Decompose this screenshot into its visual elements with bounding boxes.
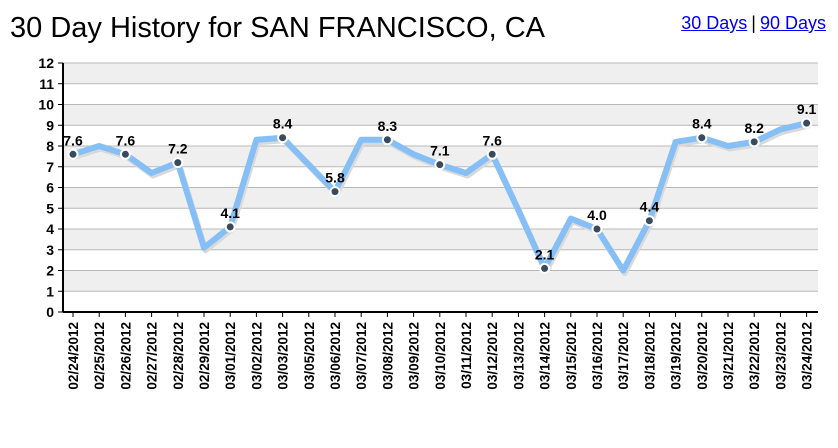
marker-group (67, 117, 813, 274)
grid-band (63, 104, 818, 126)
data-label: 7.6 (116, 132, 136, 148)
data-label: 9.1 (797, 101, 817, 117)
y-tick-label: 9 (46, 117, 54, 133)
x-tick-label: 02/27/2012 (145, 322, 160, 390)
data-label: 8.3 (378, 118, 398, 134)
grid-band (63, 229, 818, 250)
x-tick-label: 03/19/2012 (669, 322, 684, 390)
x-tick-label: 03/06/2012 (328, 322, 343, 390)
data-label: 2.1 (535, 246, 555, 262)
x-tick-label: 03/07/2012 (354, 322, 369, 390)
data-label: 7.1 (430, 143, 450, 159)
x-tick-label: 03/21/2012 (721, 322, 736, 390)
y-tick-label: 8 (46, 138, 54, 154)
data-point-marker (591, 223, 603, 235)
x-tick-label: 03/17/2012 (616, 322, 631, 390)
link-30-days[interactable]: 30 Days (681, 13, 748, 33)
link-separator: | (751, 13, 756, 33)
data-label: 7.2 (168, 141, 188, 157)
x-tick-label: 03/11/2012 (459, 322, 474, 389)
data-point-marker (696, 132, 708, 144)
x-axis-ticks: 02/24/2012 02/25/2012 02/26/2012 02/27/2012… (66, 312, 815, 390)
x-tick-label: 03/09/2012 (407, 322, 422, 390)
data-point-marker (119, 148, 131, 160)
range-links: 30 Days | 90 Days (681, 13, 826, 34)
data-point-marker (643, 215, 655, 227)
data-point-marker (748, 136, 760, 148)
grid-band (63, 187, 818, 209)
data-point-marker (172, 157, 184, 169)
data-point-marker (329, 186, 341, 198)
data-label: 8.4 (692, 116, 712, 132)
y-tick-label: 11 (39, 76, 54, 92)
data-label: 8.4 (273, 116, 293, 132)
chart-gridlines (63, 62, 818, 313)
x-tick-label: 02/25/2012 (92, 322, 107, 390)
y-tick-label: 3 (46, 242, 54, 258)
y-tick-label: 12 (38, 55, 54, 71)
x-tick-label: 03/20/2012 (695, 322, 710, 390)
y-tick-label: 1 (46, 283, 54, 299)
x-tick-label: 02/26/2012 (118, 322, 133, 390)
data-label: 8.2 (744, 120, 764, 136)
data-label: 7.6 (482, 132, 502, 148)
data-point-marker (277, 132, 289, 144)
data-point-marker (486, 148, 498, 160)
data-label-group: 7.6 7.6 7.2 4.1 8.4 5.8 8.3 7.1 7.6 2.1 4.0 4.4 8.4 8… (63, 101, 816, 262)
x-tick-label: 03/24/2012 (800, 322, 815, 390)
x-tick-label: 02/29/2012 (197, 322, 212, 390)
x-tick-label: 02/28/2012 (171, 322, 186, 390)
x-tick-label: 02/24/2012 (66, 322, 81, 390)
x-tick-label: 03/18/2012 (642, 322, 657, 390)
data-point-marker (801, 117, 813, 129)
grid-band (63, 63, 818, 84)
data-label: 4.1 (220, 205, 240, 221)
x-tick-label: 03/01/2012 (223, 322, 238, 390)
x-tick-label: 03/02/2012 (249, 322, 264, 390)
y-tick-label: 0 (46, 304, 54, 320)
x-tick-label: 03/22/2012 (747, 322, 762, 390)
x-tick-label: 03/08/2012 (380, 322, 395, 390)
y-tick-label: 5 (46, 200, 54, 216)
data-point-marker (539, 262, 551, 274)
data-point-marker (67, 148, 79, 160)
data-point-marker (381, 134, 393, 146)
data-label: 5.8 (325, 170, 345, 186)
x-tick-label: 03/23/2012 (773, 322, 788, 390)
x-tick-label: 03/14/2012 (538, 322, 553, 390)
chart-bands (63, 63, 818, 292)
data-point-marker (434, 159, 446, 171)
data-label: 7.6 (63, 132, 83, 148)
x-tick-label: 03/13/2012 (511, 322, 526, 390)
grid-band (63, 270, 818, 292)
x-tick-label: 03/16/2012 (590, 322, 605, 390)
data-label: 4.4 (640, 199, 660, 215)
y-tick-label: 6 (46, 180, 54, 196)
data-label: 4.0 (587, 207, 607, 223)
x-tick-label: 03/05/2012 (302, 322, 317, 390)
y-tick-label: 7 (46, 159, 54, 175)
data-point-marker (224, 221, 236, 233)
x-tick-label: 03/12/2012 (485, 322, 500, 390)
link-90-days[interactable]: 90 Days (759, 13, 826, 33)
x-tick-label: 03/03/2012 (276, 322, 291, 390)
page-title: 30 Day History for SAN FRANCISCO, CA (10, 12, 545, 44)
y-tick-label: 10 (38, 97, 54, 113)
x-tick-label: 03/15/2012 (564, 322, 579, 390)
y-tick-label: 4 (46, 221, 54, 237)
x-tick-label: 03/10/2012 (433, 322, 448, 390)
y-tick-label: 2 (46, 263, 54, 279)
